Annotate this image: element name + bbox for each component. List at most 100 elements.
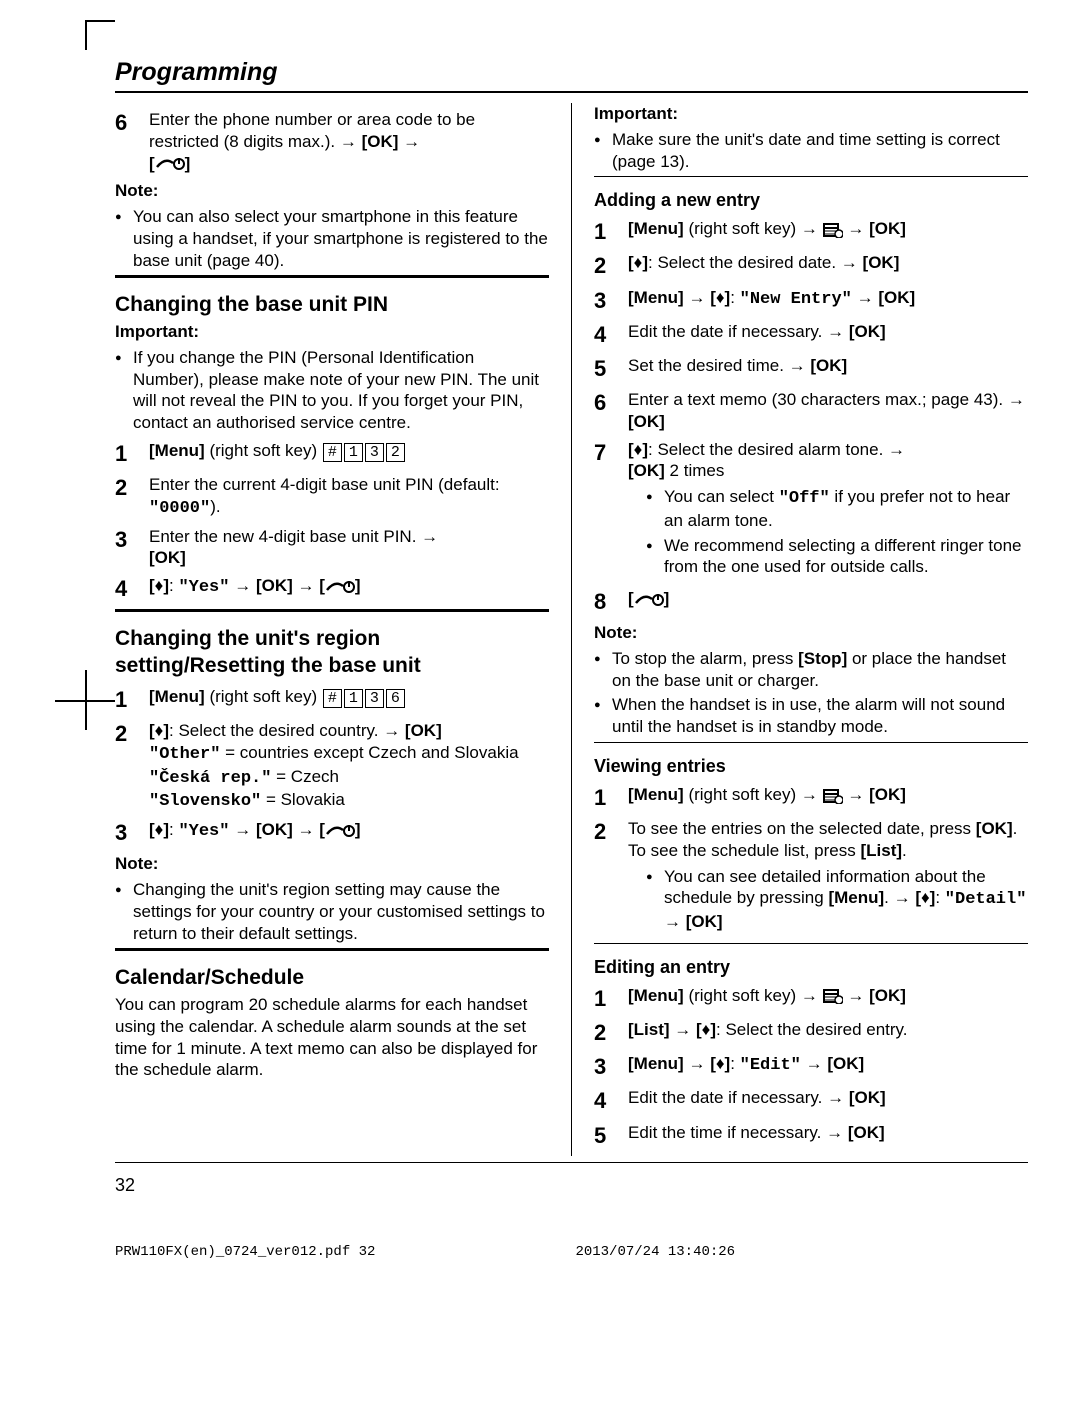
step-number: 5 bbox=[594, 355, 628, 383]
text: (right soft key) bbox=[684, 219, 801, 238]
text: To see the schedule list, press bbox=[628, 841, 860, 860]
mono-text: "Česká rep." bbox=[149, 769, 271, 788]
ok-label: [OK] bbox=[863, 253, 900, 272]
subheading: Changing the base unit PIN bbox=[115, 292, 549, 319]
paragraph: You can program 20 schedule alarms for e… bbox=[115, 994, 549, 1081]
nav-key: [♦] bbox=[628, 253, 648, 272]
ok-label: [OK] bbox=[256, 820, 293, 839]
bullet-list: Make sure the unit's date and time setti… bbox=[594, 129, 1028, 173]
text: To see the entries on the selected date,… bbox=[628, 819, 976, 838]
ok-label: [OK] bbox=[869, 986, 906, 1005]
ok-label: [OK] bbox=[405, 721, 442, 740]
list-item: 1 [Menu] (right soft key) → → [OK] bbox=[594, 784, 1028, 812]
ok-label: [OK] bbox=[628, 412, 665, 431]
step-number: 2 bbox=[594, 818, 628, 937]
bullet-list: You can select "Off" if you prefer not t… bbox=[646, 486, 1028, 578]
list-label: [List] bbox=[860, 841, 902, 860]
list-item: 6 Enter the phone number or area code to… bbox=[115, 109, 549, 174]
list-item: 1 [Menu] (right soft key) → → [OK] bbox=[594, 218, 1028, 246]
step-number: 3 bbox=[594, 287, 628, 315]
step-number: 1 bbox=[594, 985, 628, 1013]
text: Edit the time if necessary. bbox=[628, 1123, 826, 1142]
text: Set the desired time. bbox=[628, 356, 789, 375]
left-column: 6 Enter the phone number or area code to… bbox=[115, 103, 549, 1156]
mono-text: "Other" bbox=[149, 745, 220, 764]
step-body: Enter the new 4-digit base unit PIN. →[O… bbox=[149, 526, 549, 570]
stop-label: [Stop] bbox=[798, 649, 847, 668]
step-number: 3 bbox=[115, 526, 149, 570]
nav-key: [♦] bbox=[696, 1020, 716, 1039]
calendar-icon bbox=[823, 788, 843, 804]
subheading: Changing the unit's region setting/Reset… bbox=[115, 626, 549, 680]
section-heading: Programming bbox=[115, 58, 1028, 87]
nav-key: [♦] bbox=[149, 576, 169, 595]
list-item: When the handset is in use, the alarm wi… bbox=[594, 694, 1028, 738]
list-item: 1 [Menu] (right soft key) #132 bbox=[115, 440, 549, 468]
list-item: 5 Edit the time if necessary. → [OK] bbox=[594, 1122, 1028, 1150]
menu-label: [Menu] bbox=[149, 441, 205, 460]
text: = Slovakia bbox=[261, 790, 345, 809]
list-item: Changing the unit's region setting may c… bbox=[115, 879, 549, 944]
mono-text: "Slovensko" bbox=[149, 792, 261, 811]
nav-key: [♦] bbox=[149, 721, 169, 740]
list-item: You can see detailed information about t… bbox=[646, 866, 1028, 933]
text: . bbox=[902, 841, 907, 860]
list-item: 4 [♦]: "Yes" → [OK] → [] bbox=[115, 575, 549, 603]
list-item: 3 [Menu] → [♦]: "Edit" → [OK] bbox=[594, 1053, 1028, 1081]
key-icon: # bbox=[323, 689, 342, 708]
handset-power-icon bbox=[155, 157, 185, 171]
list-item: We recommend selecting a different ringe… bbox=[646, 535, 1028, 579]
list-item: 1 [Menu] (right soft key) → → [OK] bbox=[594, 985, 1028, 1013]
nav-key: [♦] bbox=[710, 1054, 730, 1073]
list-item: 8 [] bbox=[594, 588, 1028, 616]
text: (right soft key) bbox=[684, 785, 801, 804]
nav-key: [♦] bbox=[628, 440, 648, 459]
menu-label: [Menu] bbox=[628, 785, 684, 804]
ok-label: [OK] bbox=[362, 132, 399, 151]
step-number: 2 bbox=[115, 720, 149, 813]
mono-text: "New Entry" bbox=[740, 290, 852, 309]
divider bbox=[115, 91, 1028, 93]
calendar-icon bbox=[823, 222, 843, 238]
subsubheading: Viewing entries bbox=[594, 755, 1028, 778]
text: To stop the alarm, press bbox=[612, 649, 798, 668]
mono-text: "Edit" bbox=[740, 1056, 801, 1075]
list-item: 6 Enter a text memo (30 characters max.;… bbox=[594, 389, 1028, 433]
divider bbox=[594, 943, 1028, 944]
mono-text: "Yes" bbox=[178, 822, 229, 841]
ok-label: [OK] bbox=[869, 219, 906, 238]
ok-label: [OK] bbox=[686, 912, 723, 931]
mono-text: "0000" bbox=[149, 499, 210, 518]
list-item: 2 Enter the current 4-digit base unit PI… bbox=[115, 474, 549, 520]
note-label: Note: bbox=[115, 180, 549, 202]
step-body: Enter the phone number or area code to b… bbox=[149, 109, 549, 174]
column-divider bbox=[571, 103, 572, 1156]
text: Enter the phone number or area code to b… bbox=[149, 110, 475, 151]
ok-label: [OK] bbox=[628, 461, 665, 480]
list-item: 3 [♦]: "Yes" → [OK] → [] bbox=[115, 819, 549, 847]
step-number: 8 bbox=[594, 588, 628, 616]
bullet-list: If you change the PIN (Personal Identifi… bbox=[115, 347, 549, 434]
step-number: 1 bbox=[115, 686, 149, 714]
text: You can select bbox=[664, 487, 779, 506]
text: Enter a text memo (30 characters max.; p… bbox=[628, 390, 1008, 409]
mono-text: "Off" bbox=[779, 489, 830, 508]
ok-label: [OK] bbox=[849, 322, 886, 341]
key-icon: 2 bbox=[386, 443, 405, 462]
text: Edit the date if necessary. bbox=[628, 322, 827, 341]
divider bbox=[594, 742, 1028, 743]
text: Edit the date if necessary. bbox=[628, 1088, 827, 1107]
step-body: [Menu] (right soft key) #132 bbox=[149, 440, 549, 468]
step-body: [♦]: "Yes" → [OK] → [] bbox=[149, 575, 549, 603]
list-item: 3 Enter the new 4-digit base unit PIN. →… bbox=[115, 526, 549, 570]
step-body: [Menu] (right soft key) #136 bbox=[149, 686, 549, 714]
right-column: Important: Make sure the unit's date and… bbox=[594, 103, 1028, 1156]
divider bbox=[115, 609, 549, 612]
bullet-list: To stop the alarm, press [Stop] or place… bbox=[594, 648, 1028, 738]
calendar-icon bbox=[823, 988, 843, 1004]
handset-power-icon bbox=[325, 580, 355, 594]
ok-label: [OK] bbox=[869, 785, 906, 804]
text: Enter the current 4-digit base unit PIN … bbox=[149, 475, 500, 494]
text: (right soft key) bbox=[205, 441, 322, 460]
list-item: 4 Edit the date if necessary. → [OK] bbox=[594, 321, 1028, 349]
